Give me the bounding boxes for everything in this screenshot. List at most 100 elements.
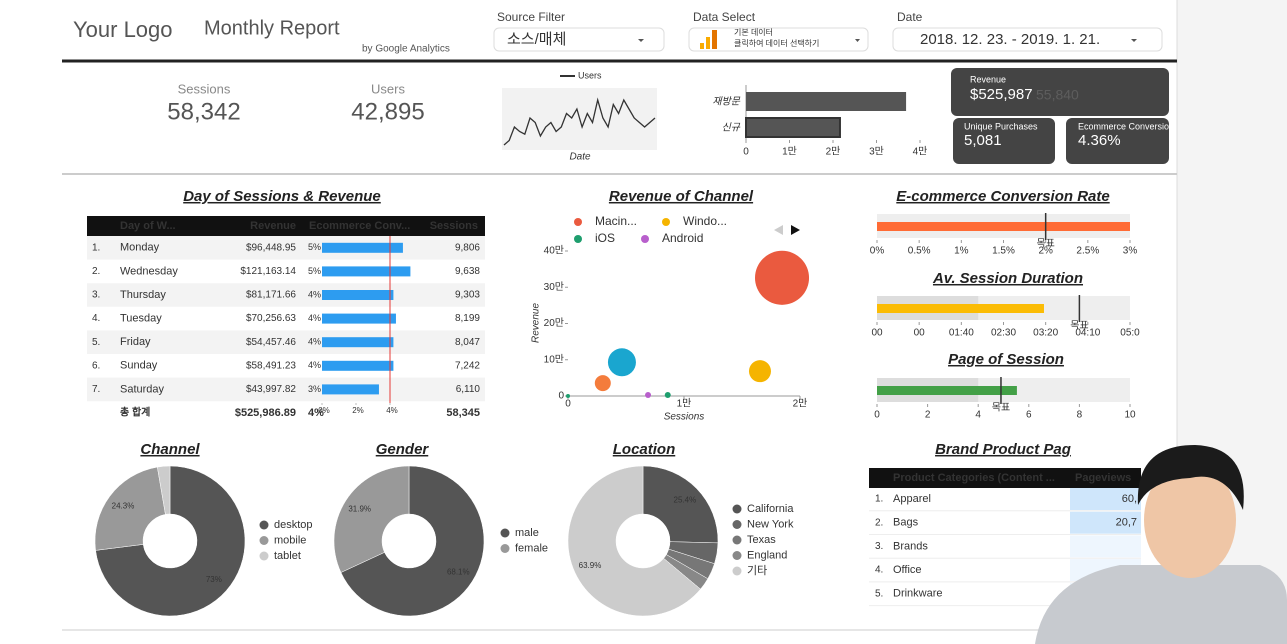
x-tick-label: 3% [1123, 246, 1138, 257]
column-header: Sessions [430, 220, 478, 232]
scorecard-value: $525,987 [970, 86, 1033, 103]
cell-bg [1070, 535, 1141, 558]
x-tick-label: 0% [318, 406, 330, 415]
slice-label: 68.1% [447, 568, 470, 577]
legend-label: Macin... [595, 214, 637, 228]
x-tick-label: 4 [975, 410, 981, 421]
row-index: 1. [92, 242, 100, 253]
legend-label: Texas [747, 534, 776, 546]
legend-swatch [259, 551, 269, 561]
legend-label: Android [662, 231, 703, 245]
cell: 4. [875, 565, 883, 576]
legend-swatch [259, 520, 269, 530]
cell: Monday [120, 242, 160, 254]
slice [94, 466, 166, 551]
filter-label: Data Select [693, 10, 756, 24]
x-tick-label: 1만 [677, 398, 692, 410]
total-cell: 총 합계 [120, 406, 150, 419]
row-bg [87, 283, 485, 307]
cell: 5. [875, 588, 883, 599]
row-index: 3. [92, 290, 100, 301]
category-label: 신규 [722, 122, 741, 134]
bar-label: 4% [308, 289, 321, 299]
dropdown-value: 기본 데이터 [734, 27, 773, 37]
x-tick-label: 0 [565, 399, 571, 410]
bar-label: 3% [308, 384, 321, 394]
x-tick-label: 2% [352, 406, 364, 415]
cell: 3. [875, 541, 883, 552]
cell: 8,199 [455, 313, 480, 324]
bubble [645, 392, 652, 399]
row-bg [87, 377, 485, 402]
legend-label: tablet [274, 550, 301, 562]
legend-label: mobile [274, 534, 306, 546]
slice [95, 465, 246, 617]
bar-label: 4% [308, 360, 321, 370]
legend-swatch [732, 566, 742, 576]
section-title: Location [613, 441, 676, 458]
x-tick-label: 2만 [826, 146, 841, 158]
dropdown-value: 소스/매체 [507, 31, 566, 48]
y-tick-label: 20만 [544, 317, 564, 329]
bar [877, 222, 1130, 231]
cell: 2. [875, 517, 883, 528]
legend-swatch [574, 218, 582, 226]
legend-label: California [747, 503, 794, 515]
dropdown-arrow [1131, 39, 1137, 42]
legend-prev[interactable] [774, 225, 783, 235]
bar [877, 304, 1044, 313]
bubble [755, 250, 810, 305]
bar-label: 4% [308, 313, 321, 323]
y-tick-label: 10만 [544, 353, 564, 365]
row-index: 7. [92, 384, 100, 395]
legend-label: female [515, 542, 548, 554]
x-tick-label: 4만 [913, 146, 928, 158]
legend-label: 기타 [747, 564, 767, 577]
slice-label: 24.3% [112, 501, 135, 510]
cell: $121,163.14 [240, 266, 296, 277]
dropdown[interactable] [892, 27, 1163, 52]
x-tick-label: 00 [871, 328, 883, 339]
x-tick-label: 03:20 [1033, 328, 1058, 339]
y-tick-label: 40만 [544, 245, 564, 257]
x-tick-label: 8 [1077, 410, 1083, 421]
legend-label: England [747, 549, 787, 561]
cell: 8,047 [455, 337, 480, 348]
scorecard [953, 118, 1055, 164]
column-header: Day of W... [120, 220, 176, 232]
section-title: Page of Session [948, 351, 1064, 368]
legend-label: male [515, 527, 539, 539]
column-header: Pageviews [1075, 472, 1131, 484]
presenter-hair [1137, 445, 1244, 510]
cell: 7,242 [455, 360, 480, 371]
cell: Friday [120, 336, 151, 348]
section-title: E-commerce Conversion Rate [896, 188, 1109, 205]
scorecard-label: Ecommerce Conversio [1078, 121, 1169, 131]
kpi-label: Sessions [178, 81, 231, 96]
icon [700, 43, 704, 49]
row-index: 4. [92, 313, 100, 324]
filter-label: Date [897, 10, 923, 24]
cell: Drinkware [893, 588, 943, 600]
dropdown[interactable] [688, 27, 869, 52]
dropdown-arrow [855, 39, 860, 42]
filter-label: Source Filter [497, 10, 565, 24]
dropdown[interactable] [493, 27, 665, 52]
x-tick-label: 1만 [782, 146, 797, 158]
dropdown-value: 2018. 12. 23. - 2019. 1. 21. [920, 31, 1100, 48]
icon [712, 30, 717, 49]
bubble [566, 394, 570, 398]
section-title: Revenue of Channel [609, 188, 754, 205]
x-tick-label: 4% [386, 406, 398, 415]
x-tick-label: 2만 [793, 398, 808, 410]
section-title: Day of Sessions & Revenue [183, 188, 381, 205]
cell: Tuesday [120, 313, 162, 325]
row-bg [87, 330, 485, 354]
x-tick-label: 6 [1026, 410, 1032, 421]
legend-label: New York [747, 518, 794, 530]
cell: 20,7 [1116, 517, 1137, 529]
legend-next[interactable] [791, 225, 800, 235]
x-tick-label: 01:40 [949, 328, 974, 339]
target-label: 목표 [1036, 238, 1054, 250]
